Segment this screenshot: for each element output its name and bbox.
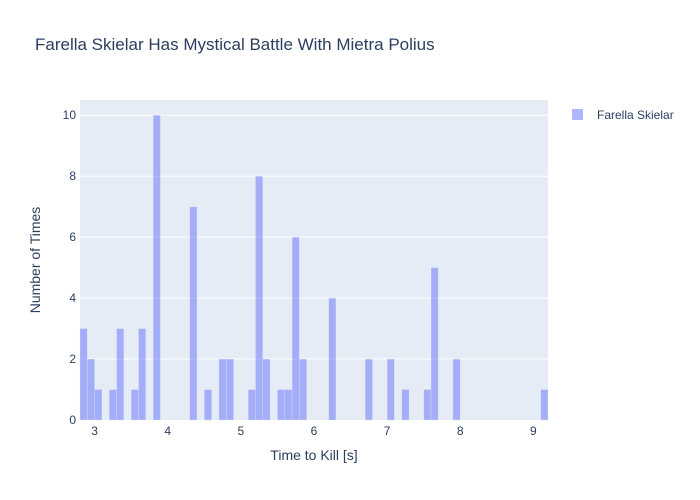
y-tick-label-2: 4	[69, 291, 76, 305]
bar-12[interactable]	[248, 389, 256, 421]
bar-7[interactable]	[152, 115, 161, 421]
bar-15[interactable]	[277, 389, 285, 421]
legend-label: Farella Skielar	[597, 108, 674, 122]
x-tick-label-5: 8	[457, 424, 464, 438]
bar-1[interactable]	[87, 358, 95, 421]
y-tick-label-3: 6	[69, 230, 76, 244]
bar-21[interactable]	[386, 358, 395, 421]
bar-19[interactable]	[328, 297, 337, 421]
legend[interactable]: Farella Skielar	[572, 108, 674, 122]
bar-2[interactable]	[94, 389, 103, 421]
x-tick-label-4: 7	[384, 424, 391, 438]
bar-0[interactable]	[79, 328, 88, 421]
y-tick-label-5: 10	[63, 108, 77, 122]
x-tick-label-6: 9	[530, 424, 537, 438]
bar-16[interactable]	[284, 389, 293, 421]
bar-22[interactable]	[401, 389, 410, 421]
x-tick-label-3: 6	[311, 424, 318, 438]
bar-5[interactable]	[131, 389, 139, 421]
bar-25[interactable]	[452, 358, 461, 421]
bar-3[interactable]	[109, 389, 117, 421]
x-tick-label-0: 3	[91, 424, 98, 438]
bar-6[interactable]	[138, 328, 146, 421]
bars-group	[79, 115, 549, 421]
bar-26[interactable]	[540, 389, 549, 421]
x-tick-label-2: 5	[238, 424, 245, 438]
y-tick-label-0: 0	[69, 413, 76, 427]
bar-8[interactable]	[189, 206, 198, 421]
x-tick-label-1: 4	[164, 424, 171, 438]
bar-24[interactable]	[430, 267, 439, 421]
bar-11[interactable]	[226, 358, 234, 421]
x-axis-title: Time to Kill [s]	[270, 447, 357, 463]
bar-14[interactable]	[262, 358, 271, 421]
plot-area	[80, 100, 548, 420]
bar-10[interactable]	[218, 358, 227, 421]
y-axis-title: Number of Times	[27, 207, 43, 314]
y-axis-ticks: 0 2 4 6 8 10	[63, 108, 77, 427]
bar-9[interactable]	[204, 389, 212, 421]
bar-17[interactable]	[291, 236, 300, 421]
y-tick-label-4: 8	[69, 169, 76, 183]
bar-23[interactable]	[423, 389, 432, 421]
chart-title: Farella Skielar Has Mystical Battle With…	[35, 35, 435, 54]
bar-13[interactable]	[255, 176, 263, 421]
legend-swatch	[572, 109, 583, 120]
x-axis-ticks: 3 4 5 6 7 8 9	[91, 424, 537, 438]
bar-20[interactable]	[365, 358, 373, 421]
bar-18[interactable]	[299, 358, 307, 421]
bar-4[interactable]	[116, 328, 125, 421]
y-tick-label-1: 2	[69, 352, 76, 366]
